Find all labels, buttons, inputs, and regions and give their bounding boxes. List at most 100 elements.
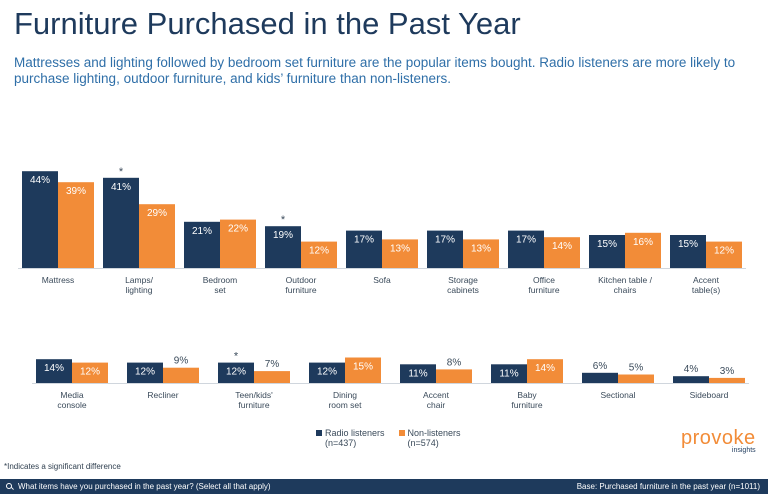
- data-label-radio-2: 12%: [135, 367, 155, 378]
- data-label-non-6: 14%: [535, 363, 555, 374]
- category-label-3: Teen/kids' furniture: [235, 390, 273, 410]
- category-label-2: Recliner: [147, 390, 178, 400]
- category-label-5: Accent chair: [423, 390, 450, 410]
- page-title: Furniture Purchased in the Past Year: [14, 6, 521, 41]
- legend: Radio listeners (n=437) Non-listeners (n…: [316, 428, 461, 448]
- bar-radio-6: [491, 364, 527, 383]
- data-label-non-8: 3%: [720, 366, 735, 377]
- legend-base-non: (n=574): [407, 438, 439, 448]
- bar-non-5: [436, 369, 472, 383]
- data-label-non-5: 13%: [390, 243, 410, 254]
- bar-radio-1: [22, 171, 58, 268]
- bar-radio-2: [103, 177, 139, 268]
- bar-non-6: [463, 239, 499, 268]
- bar-radio-6: [427, 230, 463, 268]
- bar-radio-5: [400, 364, 436, 383]
- data-label-radio-6: 17%: [435, 235, 455, 246]
- data-label-non-4: 12%: [309, 246, 329, 257]
- category-label-4: Outdoor furniture: [285, 275, 316, 295]
- data-label-radio-2: 41%: [111, 182, 131, 193]
- category-label-5: Sofa: [373, 275, 391, 285]
- data-label-radio-3: 21%: [192, 226, 212, 237]
- data-label-non-4: 15%: [353, 362, 373, 373]
- data-label-radio-5: 17%: [354, 235, 374, 246]
- bar-non-4: [301, 241, 337, 268]
- legend-swatch-non: [398, 430, 405, 436]
- bar-non-7: [618, 374, 654, 383]
- category-label-3: Bedroom set: [203, 275, 238, 295]
- bar-non-2: [163, 367, 199, 383]
- legend-swatch-radio: [316, 430, 322, 436]
- bar-radio-4: [309, 362, 345, 383]
- bar-non-1: [58, 182, 94, 268]
- bar-non-2: [139, 204, 175, 268]
- data-label-radio-9: 15%: [678, 239, 698, 250]
- bar-non-8: [625, 232, 661, 268]
- legend-text-non: Non-listeners (n=574): [408, 428, 461, 448]
- data-label-non-6: 13%: [471, 243, 491, 254]
- brand-logo: provoke insights: [681, 428, 756, 455]
- bar-non-9: [706, 241, 742, 268]
- legend-base-radio: (n=437): [325, 438, 357, 448]
- chart-top: 44% 39% Mattress 41% 29% * Lamps/lighting 21% 22…: [18, 166, 746, 295]
- legend-text-radio: Radio listeners (n=437): [325, 428, 385, 448]
- data-label-non-2: 29%: [147, 208, 167, 219]
- category-label-4: Dining room set: [328, 390, 362, 410]
- legend-item-non: Non-listeners (n=574): [398, 428, 461, 448]
- logo-sub: insights: [731, 447, 756, 454]
- bar-radio-5: [346, 230, 382, 268]
- data-label-radio-1: 14%: [44, 363, 64, 374]
- data-label-radio-5: 11%: [408, 368, 427, 379]
- bar-non-3: [254, 371, 290, 383]
- data-label-non-9: 12%: [714, 246, 734, 257]
- data-label-non-2: 9%: [174, 356, 189, 367]
- category-label-1: Media console: [57, 390, 87, 410]
- category-label-2: Lamps/lighting: [125, 275, 154, 295]
- data-label-radio-6: 11%: [499, 368, 518, 379]
- data-label-non-3: 22%: [228, 224, 248, 235]
- footer-base: Base: Purchased furniture in the past ye…: [576, 482, 760, 491]
- data-label-non-7: 5%: [629, 363, 644, 374]
- category-label-7: Sectional: [601, 390, 636, 400]
- data-label-radio-7: 6%: [593, 361, 608, 372]
- logo-name: provoke: [681, 427, 756, 449]
- data-label-radio-4: 19%: [273, 230, 293, 241]
- bar-non-5: [382, 239, 418, 268]
- data-label-radio-3: 12%: [226, 367, 246, 378]
- bar-radio-1: [36, 359, 72, 383]
- bar-non-4: [345, 357, 381, 383]
- bar-radio-9: [670, 235, 706, 268]
- data-label-radio-8: 15%: [597, 239, 617, 250]
- data-label-non-5: 8%: [447, 357, 462, 368]
- bar-non-6: [527, 359, 563, 383]
- bar-radio-7: [582, 372, 618, 383]
- bar-radio-8: [673, 376, 709, 383]
- data-label-radio-4: 12%: [317, 367, 337, 378]
- data-label-non-3: 7%: [265, 359, 280, 370]
- bar-non-7: [544, 237, 580, 268]
- page-subtitle: Mattresses and lighting followed by bedr…: [14, 55, 736, 86]
- footer-bar: What items have you purchased in the pas…: [0, 479, 768, 494]
- significance-marker-4: *: [281, 214, 286, 226]
- data-label-non-7: 14%: [552, 241, 572, 252]
- bar-non-1: [72, 362, 108, 383]
- legend-label-radio: Radio listeners: [325, 428, 385, 438]
- category-label-9: Accent table(s): [692, 275, 721, 295]
- bar-non-3: [220, 219, 256, 268]
- bar-radio-3: [218, 362, 254, 383]
- bar-radio-8: [589, 235, 625, 268]
- data-label-radio-7: 17%: [516, 235, 536, 246]
- footer-question-text: What items have you purchased in the pas…: [18, 482, 271, 491]
- significance-marker-3: *: [234, 351, 239, 363]
- category-label-1: Mattress: [42, 275, 75, 285]
- category-label-6: Baby furniture: [511, 390, 542, 410]
- chart-bottom: 14% 12% Media console 12% 9% Recliner 12% 7% * Tee…: [32, 351, 749, 410]
- data-label-radio-8: 4%: [684, 364, 699, 375]
- category-label-7: Office furniture: [528, 275, 559, 295]
- category-label-8: Sideboard: [690, 390, 729, 400]
- bar-non-8: [709, 377, 745, 383]
- significance-marker-2: *: [119, 166, 124, 178]
- legend-label-non: Non-listeners: [407, 428, 461, 438]
- category-label-6: Storage cabinets: [447, 275, 479, 295]
